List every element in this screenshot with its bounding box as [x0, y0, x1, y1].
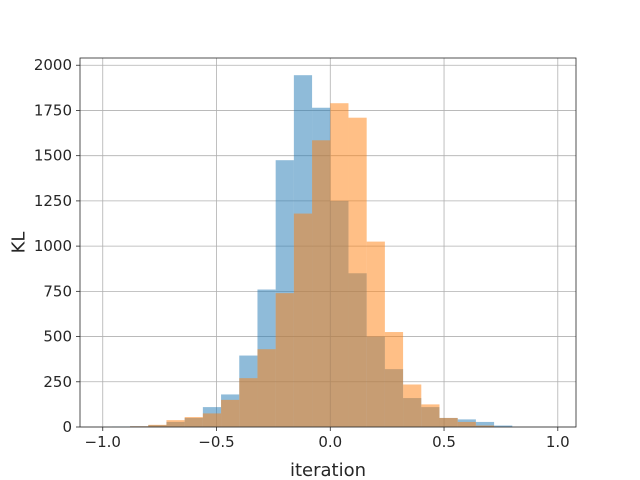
x-tick-label: 0.5 [432, 433, 456, 451]
histogram-bar [312, 140, 331, 428]
histogram-bar [257, 349, 276, 427]
y-tick-label: 0 [62, 418, 72, 436]
histogram-bar [384, 332, 404, 427]
y-tick-label: 1500 [34, 147, 72, 165]
histogram-bar [403, 384, 422, 427]
histogram-bar [366, 241, 385, 427]
histogram-bar [494, 425, 513, 427]
y-tick-label: 250 [43, 373, 72, 391]
y-tick-label: 2000 [34, 56, 72, 74]
ticks-layer: −1.0 −0.5 0.0 0.5 1.0 0 250 500 750 1000 1250 1500 1… [34, 56, 570, 451]
y-tick-label: 1750 [34, 101, 72, 119]
histogram-bar [184, 417, 203, 427]
bars-layer [111, 75, 513, 428]
histogram-bar [202, 413, 222, 427]
y-tick-label: 1250 [34, 192, 72, 210]
histogram-bar [475, 421, 495, 427]
histogram-bar [330, 103, 349, 428]
y-tick-label: 500 [43, 328, 72, 346]
histogram-bar [166, 420, 185, 427]
x-tick-label: 0.0 [318, 433, 342, 451]
x-tick-label: 1.0 [546, 433, 570, 451]
histogram-bar [475, 425, 495, 427]
histogram-bar [148, 424, 167, 427]
y-axis-label: KL [8, 232, 29, 254]
histogram-bar [293, 213, 313, 427]
histogram-bar [275, 293, 294, 427]
plot-frame [79, 57, 577, 428]
histogram-bar [439, 417, 458, 427]
x-axis-label: iteration [290, 460, 366, 480]
x-tick-label: −1.0 [85, 433, 121, 451]
y-tick-label: 750 [43, 282, 72, 300]
histogram-bar [221, 399, 240, 427]
x-tick-label: −0.5 [198, 433, 234, 451]
histogram-bar [457, 421, 476, 427]
histogram-bar [348, 117, 367, 428]
histogram-series-2 [130, 103, 495, 428]
histogram-bar [421, 404, 440, 427]
histogram-bar [239, 378, 258, 427]
y-tick-label: 1000 [34, 237, 72, 255]
